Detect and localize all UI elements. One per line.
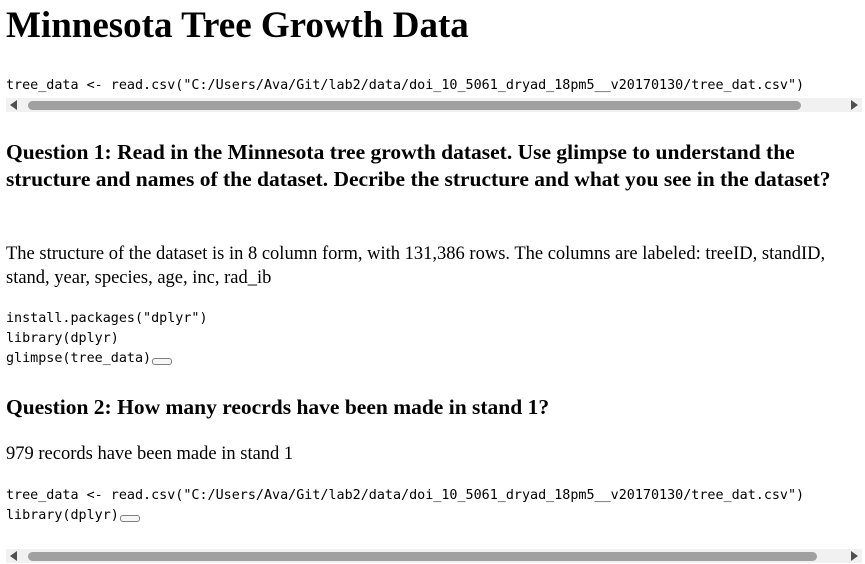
code-line: library(dplyr) [6,331,119,346]
code-fold-icon[interactable] [119,515,140,522]
question-2-heading: Question 2: How many reocrds have been m… [6,395,550,419]
question-1-heading: Question 1: Read in the Minnesota tree g… [6,140,831,191]
page-title: Minnesota Tree Growth Data [6,5,469,46]
code-line: library(dplyr) [6,508,119,523]
code-block-stand-count[interactable]: tree_data <- read.csv("C:/Users/Ava/Git/… [6,486,862,548]
question-1-answer: The structure of the dataset is in 8 col… [6,244,826,288]
code-block-read-csv[interactable]: tree_data <- read.csv("C:/Users/Ava/Git/… [6,76,862,96]
chevron-left-icon[interactable] [10,551,17,561]
code-fold-icon[interactable] [152,358,173,365]
code-line: tree_data <- read.csv("C:/Users/Ava/Git/… [6,78,805,93]
chevron-right-icon[interactable] [851,100,858,110]
code-block-2-scrollbar[interactable] [6,549,862,563]
code-block-1-scrollbar[interactable] [6,98,862,112]
question-2-answer: 979 records have been made in stand 1 [6,444,294,464]
code-line: tree_data <- read.csv("C:/Users/Ava/Git/… [6,488,805,503]
scrollbar-thumb[interactable] [28,101,801,110]
code-block-glimpse: install.packages("dplyr") library(dplyr)… [6,309,862,371]
scrollbar-thumb[interactable] [28,552,817,561]
chevron-left-icon[interactable] [10,100,17,110]
code-line: install.packages("dplyr") [6,311,208,326]
code-line: glimpse(tree_data) [6,351,152,366]
chevron-right-icon[interactable] [851,551,858,561]
